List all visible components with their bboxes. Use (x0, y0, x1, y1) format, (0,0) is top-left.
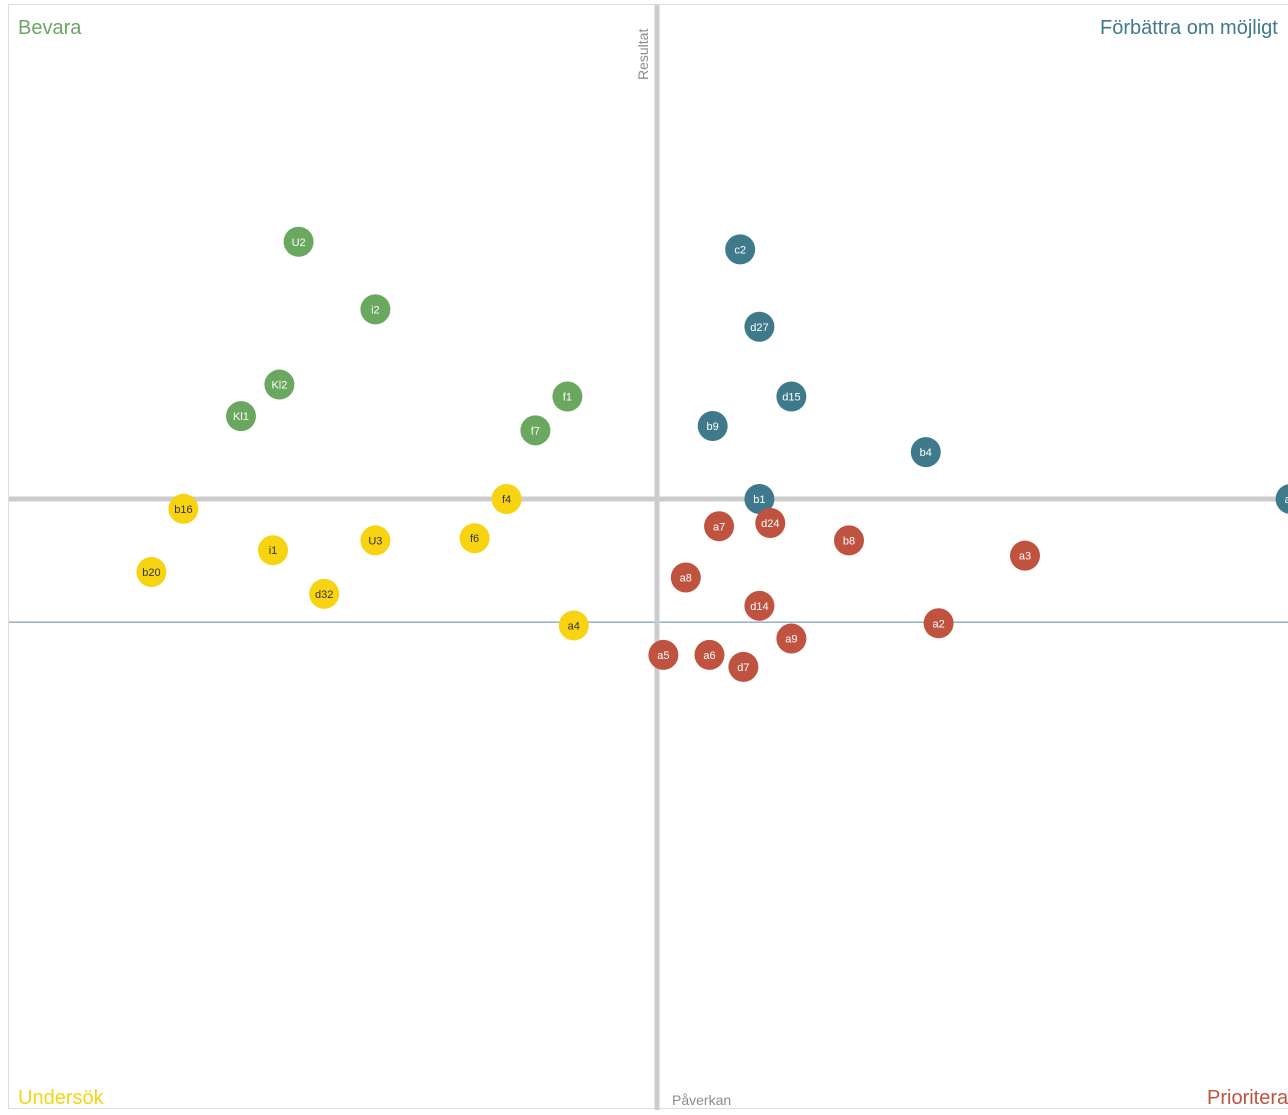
point-label: f4 (502, 494, 511, 506)
data-point-a1: a1 (1276, 484, 1288, 514)
data-point-d24: d24 (755, 508, 785, 538)
data-points: U2 i2 Kl2 Kl1 f7 f1 c2 d27 d15 b9 b4 b1 a1 b16 b20 i1 d3… (136, 227, 1288, 682)
point-label: a3 (1019, 551, 1031, 563)
quadrant-label-bottom-right: Prioritera (1207, 1087, 1288, 1109)
data-point-d7: d7 (728, 652, 758, 682)
y-axis-label: Resultat (635, 29, 651, 80)
point-label: b8 (843, 535, 855, 547)
point-label: f6 (470, 533, 479, 545)
point-label: c2 (734, 244, 746, 256)
data-point-kl1: Kl1 (226, 401, 256, 431)
data-point-a6: a6 (694, 640, 724, 670)
point-label: a6 (703, 650, 715, 662)
point-label: U2 (292, 237, 306, 249)
x-axis-label: Påverkan (672, 1092, 731, 1108)
data-point-a3: a3 (1010, 541, 1040, 571)
data-point-u2: U2 (284, 227, 314, 257)
quadrant-label-top-right: Förbättra om möjligt (1100, 17, 1278, 39)
point-label: a1 (1284, 494, 1288, 506)
point-label: Kl1 (233, 411, 249, 423)
data-point-f7: f7 (520, 415, 550, 445)
point-label: d7 (737, 662, 749, 674)
quadrant-label-bottom-left: Undersök (18, 1087, 105, 1109)
point-label: U3 (368, 535, 382, 547)
data-point-a2: a2 (924, 608, 954, 638)
data-point-i1: i1 (258, 535, 288, 565)
data-point-d15: d15 (776, 382, 806, 412)
data-point-b8: b8 (834, 525, 864, 555)
point-label: f7 (531, 425, 540, 437)
data-point-a4: a4 (559, 610, 589, 640)
data-point-d14: d14 (744, 591, 774, 621)
data-point-f6: f6 (460, 523, 490, 553)
data-point-i2: i2 (360, 294, 390, 324)
point-label: a7 (713, 521, 725, 533)
point-label: Kl2 (271, 380, 287, 392)
point-label: d24 (761, 518, 779, 530)
data-point-kl2: Kl2 (264, 370, 294, 400)
point-label: d27 (750, 322, 768, 334)
point-label: f1 (563, 392, 572, 404)
data-point-b16: b16 (168, 494, 198, 524)
point-label: d15 (782, 392, 800, 404)
point-label: a2 (932, 618, 944, 630)
quadrant-label-top-left: Bevara (18, 17, 82, 39)
data-point-b9: b9 (698, 411, 728, 441)
point-label: b1 (753, 494, 765, 506)
data-point-b20: b20 (136, 557, 166, 587)
data-point-f1: f1 (552, 382, 582, 412)
point-label: b9 (707, 421, 719, 433)
point-label: b16 (174, 504, 192, 516)
point-label: d14 (750, 601, 768, 613)
data-point-f4: f4 (492, 484, 522, 514)
data-point-a8: a8 (671, 562, 701, 592)
point-label: i1 (269, 545, 278, 557)
point-label: a5 (657, 650, 669, 662)
data-point-u3: U3 (360, 525, 390, 555)
plot-frame (9, 5, 1288, 1109)
point-label: i2 (371, 304, 380, 316)
point-label: a9 (785, 634, 797, 646)
point-label: b20 (142, 567, 160, 579)
data-point-c2: c2 (725, 234, 755, 264)
data-point-d32: d32 (309, 579, 339, 609)
data-point-b4: b4 (911, 437, 941, 467)
point-label: a4 (568, 620, 580, 632)
point-label: b4 (920, 447, 932, 459)
data-point-a9: a9 (776, 624, 806, 654)
point-label: d32 (315, 589, 333, 601)
point-label: a8 (680, 572, 692, 584)
data-point-a5: a5 (648, 640, 678, 670)
data-point-d27: d27 (744, 312, 774, 342)
data-point-a7: a7 (704, 511, 734, 541)
